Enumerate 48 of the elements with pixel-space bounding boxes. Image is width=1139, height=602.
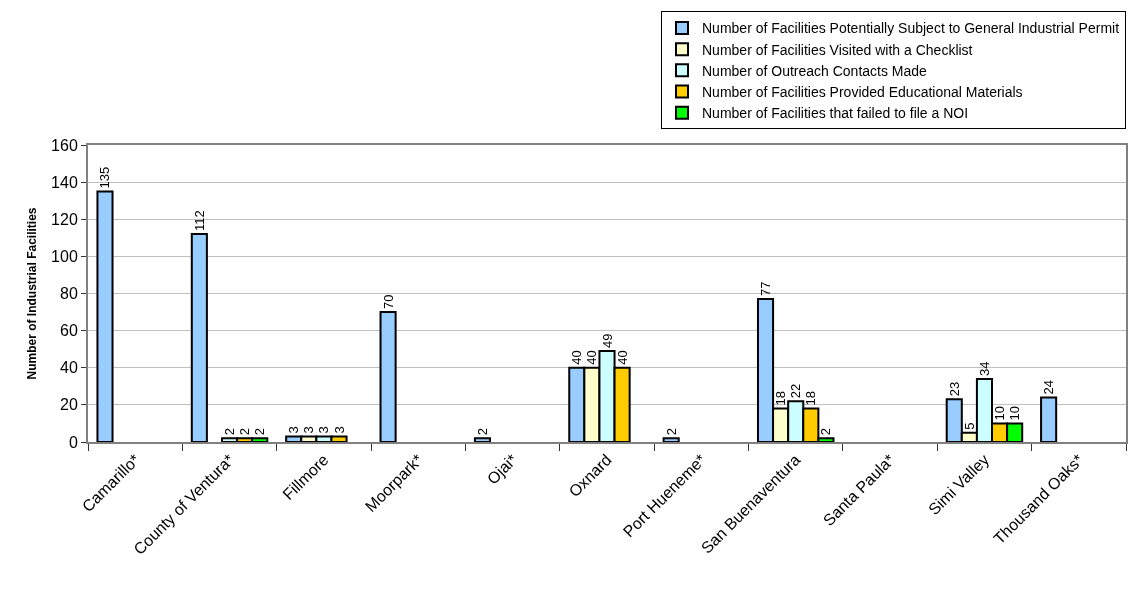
y-tick-label: 40 bbox=[60, 359, 78, 377]
data-label: 3 bbox=[301, 426, 317, 434]
data-label: 40 bbox=[584, 350, 600, 365]
data-label: 23 bbox=[946, 381, 962, 397]
legend-label: Number of Facilities Potentially Subject to General Industrial Permit bbox=[702, 20, 1120, 37]
data-label: 135 bbox=[97, 166, 113, 189]
legend-label: Number of Facilities that failed to file a NOI bbox=[702, 105, 969, 122]
data-label: 40 bbox=[569, 350, 585, 365]
data-label: 2 bbox=[818, 428, 834, 436]
bar bbox=[190, 233, 208, 442]
bar bbox=[473, 437, 491, 442]
y-tick-label: 160 bbox=[51, 136, 78, 154]
data-label: 18 bbox=[773, 391, 789, 406]
data-label: 2 bbox=[252, 428, 268, 436]
bar bbox=[1040, 396, 1058, 442]
y-tick-label: 100 bbox=[51, 247, 78, 265]
y-tick-label: 0 bbox=[68, 433, 78, 451]
data-label: 77 bbox=[758, 281, 774, 297]
data-label: 24 bbox=[1041, 379, 1057, 395]
data-label: 34 bbox=[976, 361, 992, 376]
data-label: 3 bbox=[286, 426, 302, 434]
y-tick-label: 140 bbox=[51, 173, 78, 191]
legend-label: Number of Outreach Contacts Made bbox=[702, 62, 928, 79]
data-label: 3 bbox=[331, 426, 347, 434]
y-tick-label: 80 bbox=[60, 285, 78, 303]
bar bbox=[96, 190, 114, 442]
y-tick-label: 20 bbox=[60, 396, 78, 414]
data-label: 2 bbox=[474, 428, 490, 436]
data-label: 18 bbox=[803, 391, 819, 406]
data-label: 10 bbox=[992, 405, 1008, 421]
data-label: 2 bbox=[237, 428, 253, 436]
data-label: 5 bbox=[961, 422, 977, 430]
y-tick-label: 60 bbox=[60, 322, 78, 340]
legend-label: Number of Facilities Provided Educational Materials bbox=[702, 84, 1023, 101]
data-label: 49 bbox=[599, 333, 615, 349]
bar bbox=[662, 437, 680, 442]
data-label: 10 bbox=[1007, 405, 1023, 421]
data-label: 70 bbox=[380, 294, 396, 310]
data-label: 22 bbox=[788, 383, 804, 399]
bar bbox=[379, 311, 397, 442]
legend-label: Number of Facilities Visited with a Checklist bbox=[702, 41, 973, 58]
data-label: 112 bbox=[191, 210, 207, 232]
data-label: 3 bbox=[316, 426, 332, 434]
y-tick-label: 120 bbox=[51, 210, 78, 228]
data-label: 2 bbox=[222, 428, 238, 436]
data-label: 40 bbox=[614, 350, 630, 365]
y-axis-title: Number of Industrial Facilities bbox=[24, 207, 39, 380]
data-label: 2 bbox=[663, 428, 679, 436]
